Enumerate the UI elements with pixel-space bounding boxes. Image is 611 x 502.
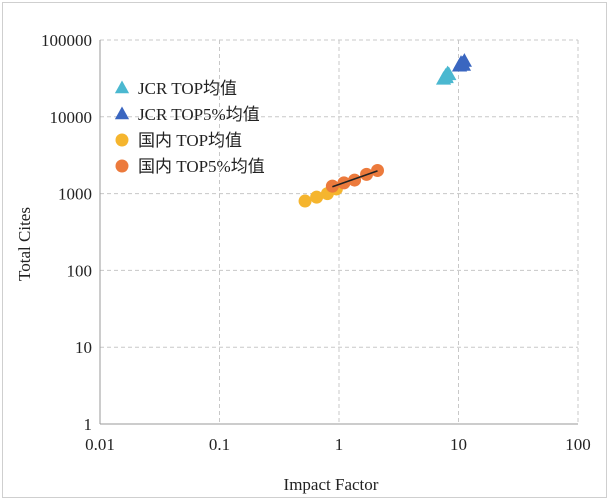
legend-marker-triangle — [114, 80, 130, 94]
data-point-circle — [348, 173, 362, 187]
x-tick-label: 1 — [335, 435, 344, 454]
data-point-circle — [310, 190, 324, 204]
series-1-points — [451, 53, 472, 72]
legend-marker-circle — [115, 133, 129, 147]
x-tick-label: 0.1 — [209, 435, 230, 454]
legend-label: JCR TOP均值 — [138, 79, 237, 98]
legend-label: 国内 TOP均值 — [138, 131, 242, 150]
x-tick-label: 0.01 — [85, 435, 115, 454]
y-tick-label: 100 — [67, 261, 93, 280]
y-axis-title: Total Cites — [15, 207, 34, 281]
series-0-points — [435, 65, 457, 85]
x-axis-title: Impact Factor — [284, 475, 379, 494]
legend-label: 国内 TOP5%均值 — [138, 157, 265, 176]
data-point-circle — [371, 163, 385, 177]
legend-marker-triangle — [114, 106, 130, 120]
y-tick-label: 100000 — [41, 31, 92, 50]
data-point-triangle — [441, 66, 457, 81]
x-tick-label: 100 — [565, 435, 591, 454]
trendline — [332, 170, 378, 188]
y-tick-label: 1000 — [58, 185, 92, 204]
legend-marker-circle — [115, 159, 129, 173]
y-tick-label: 10000 — [50, 108, 93, 127]
data-point-triangle — [453, 55, 469, 69]
chart-frame — [2, 2, 607, 498]
legend-label: JCR TOP5%均值 — [138, 105, 260, 124]
y-tick-label: 1 — [84, 415, 93, 434]
y-tick-label: 10 — [75, 338, 92, 357]
data-point-circle — [298, 194, 312, 208]
x-tick-label: 10 — [450, 435, 467, 454]
